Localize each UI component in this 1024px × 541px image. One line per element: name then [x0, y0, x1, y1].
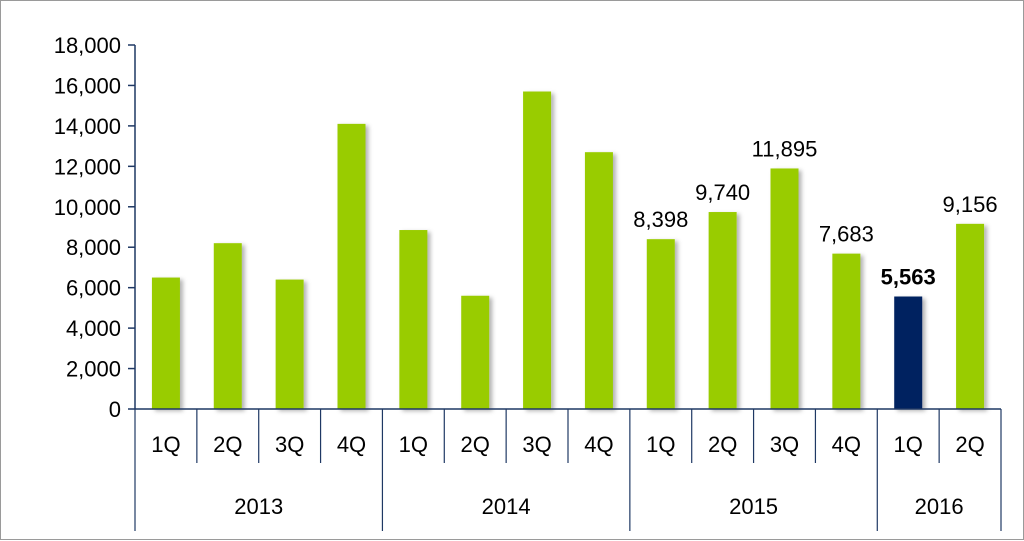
data-label: 8,398 — [633, 207, 688, 232]
bar — [399, 230, 428, 409]
bar — [832, 253, 861, 409]
bar — [151, 277, 180, 409]
bar — [770, 168, 799, 409]
y-tick-label: 14,000 — [54, 114, 121, 139]
bar — [275, 279, 304, 409]
bar — [646, 239, 675, 409]
bar — [213, 243, 242, 409]
bars — [151, 91, 985, 409]
data-label: 11,895 — [752, 136, 818, 161]
year-label: 2016 — [915, 494, 964, 519]
x-tick-label: 1Q — [894, 432, 923, 457]
data-label: 7,683 — [819, 222, 874, 247]
x-tick-label: 3Q — [522, 432, 551, 457]
x-tick-label: 4Q — [584, 432, 613, 457]
data-label: 5,563 — [881, 265, 936, 290]
data-label: 9,740 — [695, 180, 750, 205]
y-tick-label: 4,000 — [66, 316, 121, 341]
x-tick-label: 2Q — [213, 432, 242, 457]
bar — [337, 123, 366, 409]
x-tick-label: 4Q — [337, 432, 366, 457]
y-axis: 0 2,000 4,000 6,000 8,000 10,000 12,000 14,000 1… — [54, 33, 136, 422]
y-tick-label: 2,000 — [66, 357, 121, 382]
y-tick-label: 10,000 — [54, 195, 121, 220]
data-label: 9,156 — [943, 192, 998, 217]
bar — [523, 91, 552, 409]
y-tick-label: 8,000 — [66, 235, 121, 260]
year-label: 2014 — [482, 494, 531, 519]
y-tick-label: 16,000 — [54, 73, 121, 98]
bar — [956, 223, 985, 409]
x-axis: 1Q 2Q 3Q 4Q 1Q 2Q 3Q 4Q 1Q 2Q 3Q 4Q 1Q 2Q 2013 2014 2015… — [134, 408, 1002, 531]
x-tick-label: 1Q — [646, 432, 675, 457]
y-tick-label: 12,000 — [54, 154, 121, 179]
x-tick-label: 2Q — [955, 432, 984, 457]
x-tick-label: 2Q — [461, 432, 490, 457]
year-label: 2015 — [729, 494, 778, 519]
bar — [708, 212, 737, 409]
x-tick-label: 2Q — [708, 432, 737, 457]
bar-highlighted — [894, 296, 923, 409]
x-tick-label: 1Q — [399, 432, 428, 457]
bar — [584, 152, 613, 409]
y-tick-label: 0 — [109, 397, 121, 422]
x-tick-label: 4Q — [832, 432, 861, 457]
y-tick-label: 18,000 — [54, 33, 121, 58]
x-tick-label: 3Q — [275, 432, 304, 457]
bar — [461, 295, 490, 409]
y-tick-label: 6,000 — [66, 276, 121, 301]
x-tick-label: 3Q — [770, 432, 799, 457]
year-label: 2013 — [234, 494, 283, 519]
x-tick-label: 1Q — [151, 432, 180, 457]
